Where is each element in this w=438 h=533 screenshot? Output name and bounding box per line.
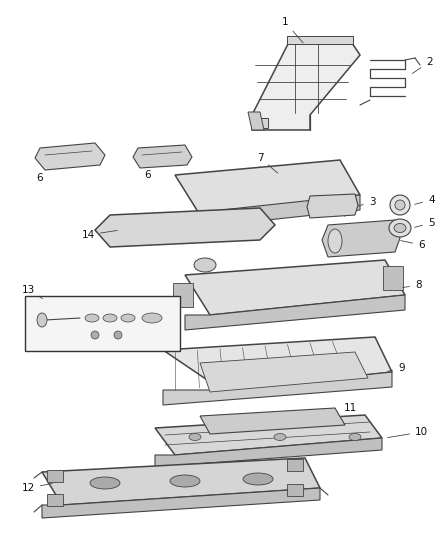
Text: 4: 4 (415, 195, 434, 205)
Polygon shape (175, 195, 360, 230)
Ellipse shape (37, 313, 47, 327)
Polygon shape (200, 352, 368, 392)
Polygon shape (322, 220, 400, 257)
Polygon shape (155, 415, 382, 455)
Text: 10: 10 (388, 427, 428, 438)
Text: 6: 6 (37, 173, 43, 183)
Text: 2: 2 (412, 57, 433, 74)
Polygon shape (155, 438, 382, 467)
Text: 13: 13 (21, 285, 42, 298)
Polygon shape (175, 160, 360, 215)
Ellipse shape (394, 223, 406, 232)
Polygon shape (252, 40, 360, 130)
Polygon shape (253, 118, 268, 128)
Polygon shape (307, 194, 358, 218)
Ellipse shape (274, 433, 286, 440)
Ellipse shape (349, 433, 361, 440)
Text: 1: 1 (282, 17, 303, 43)
Text: 6: 6 (401, 240, 424, 250)
Text: 11: 11 (338, 403, 357, 415)
Polygon shape (173, 283, 193, 307)
Bar (25, 296, 180, 351)
Ellipse shape (90, 477, 120, 489)
Bar (287, 484, 303, 496)
Ellipse shape (85, 314, 99, 322)
Text: 7: 7 (257, 153, 278, 173)
Ellipse shape (194, 258, 216, 272)
Bar (47, 470, 63, 482)
Polygon shape (42, 458, 320, 505)
Ellipse shape (390, 195, 410, 215)
Ellipse shape (103, 314, 117, 322)
Text: 5: 5 (415, 218, 434, 228)
Polygon shape (95, 208, 275, 247)
Ellipse shape (114, 331, 122, 339)
Polygon shape (163, 337, 392, 390)
Polygon shape (133, 145, 192, 168)
Ellipse shape (243, 473, 273, 485)
Text: 3: 3 (358, 197, 375, 207)
Polygon shape (163, 372, 392, 405)
Text: 14: 14 (81, 230, 117, 240)
Text: 8: 8 (403, 280, 422, 290)
Ellipse shape (121, 314, 135, 322)
Text: 12: 12 (22, 483, 52, 493)
Polygon shape (185, 260, 405, 315)
Ellipse shape (189, 433, 201, 440)
Text: 6: 6 (145, 170, 151, 180)
Polygon shape (185, 295, 405, 330)
Ellipse shape (328, 229, 342, 253)
Polygon shape (248, 112, 264, 130)
Ellipse shape (91, 331, 99, 339)
Ellipse shape (142, 313, 162, 323)
Polygon shape (287, 36, 353, 44)
Polygon shape (42, 488, 320, 518)
Ellipse shape (170, 475, 200, 487)
Polygon shape (383, 266, 403, 290)
Text: 9: 9 (388, 363, 405, 373)
Ellipse shape (395, 200, 405, 210)
Polygon shape (35, 143, 105, 170)
Bar (287, 459, 303, 471)
Ellipse shape (389, 219, 411, 237)
Bar (47, 494, 63, 506)
Polygon shape (200, 408, 345, 434)
